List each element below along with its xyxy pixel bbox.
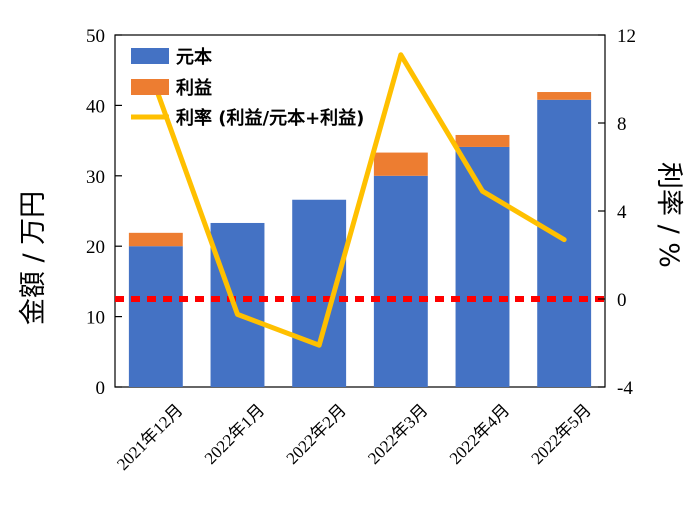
bar-principal bbox=[128, 246, 183, 387]
x-tick-label: 2022年5月 bbox=[527, 400, 595, 468]
legend-label-profit: 利益 bbox=[176, 77, 212, 99]
x-tick-label: 2022年1月 bbox=[201, 400, 269, 468]
bar-principal bbox=[455, 146, 510, 387]
legend-label-rate: 利率 (利益/元本+利益) bbox=[176, 107, 364, 129]
legend-swatch-principal bbox=[131, 48, 169, 64]
x-tick-label: 2022年4月 bbox=[446, 400, 514, 468]
y2-tick-label: 4 bbox=[617, 202, 627, 223]
bar-principal bbox=[537, 99, 592, 387]
bar-principal bbox=[210, 222, 265, 387]
bar-profit bbox=[455, 134, 510, 147]
y2-tick-label: 0 bbox=[617, 290, 627, 311]
bar-profit bbox=[373, 152, 428, 176]
y-axis-title: 金額 / 万円 bbox=[18, 191, 49, 325]
legend-label-principal: 元本 bbox=[176, 46, 212, 68]
bar-profit bbox=[128, 232, 183, 247]
y-tick-label: 30 bbox=[86, 167, 105, 188]
y-tick-label: 40 bbox=[86, 96, 105, 117]
rate-line-group bbox=[153, 52, 567, 348]
right-axis-ticks: -4 0 4 8 12 bbox=[598, 26, 636, 399]
rate-line bbox=[153, 52, 567, 348]
left-axis-ticks: 0 10 20 30 40 50 bbox=[86, 26, 122, 399]
x-tick-label: 2022年2月 bbox=[282, 400, 350, 468]
y-tick-label: 50 bbox=[86, 26, 105, 47]
y2-tick-label: 8 bbox=[617, 114, 627, 135]
y-tick-label: 0 bbox=[96, 378, 106, 399]
bar-profit bbox=[537, 92, 592, 100]
y2-tick-label: 12 bbox=[617, 26, 636, 47]
bar-principal bbox=[373, 175, 428, 387]
y-tick-label: 10 bbox=[86, 308, 105, 329]
x-axis-ticks: 2021年12月 2022年1月 2022年2月 2022年3月 2022年4月 2022… bbox=[113, 400, 595, 474]
x-tick-label: 2022年3月 bbox=[364, 400, 432, 468]
y2-axis-title: 利率 / % bbox=[653, 162, 684, 268]
y-tick-label: 20 bbox=[86, 237, 105, 258]
legend-swatch-profit bbox=[131, 79, 169, 95]
legend: 元本 利益 利率 (利益/元本+利益) bbox=[131, 46, 364, 129]
y2-tick-label: -4 bbox=[617, 378, 633, 399]
x-tick-label: 2021年12月 bbox=[113, 400, 187, 474]
bar-principal bbox=[292, 199, 347, 387]
bar-group bbox=[128, 92, 592, 387]
